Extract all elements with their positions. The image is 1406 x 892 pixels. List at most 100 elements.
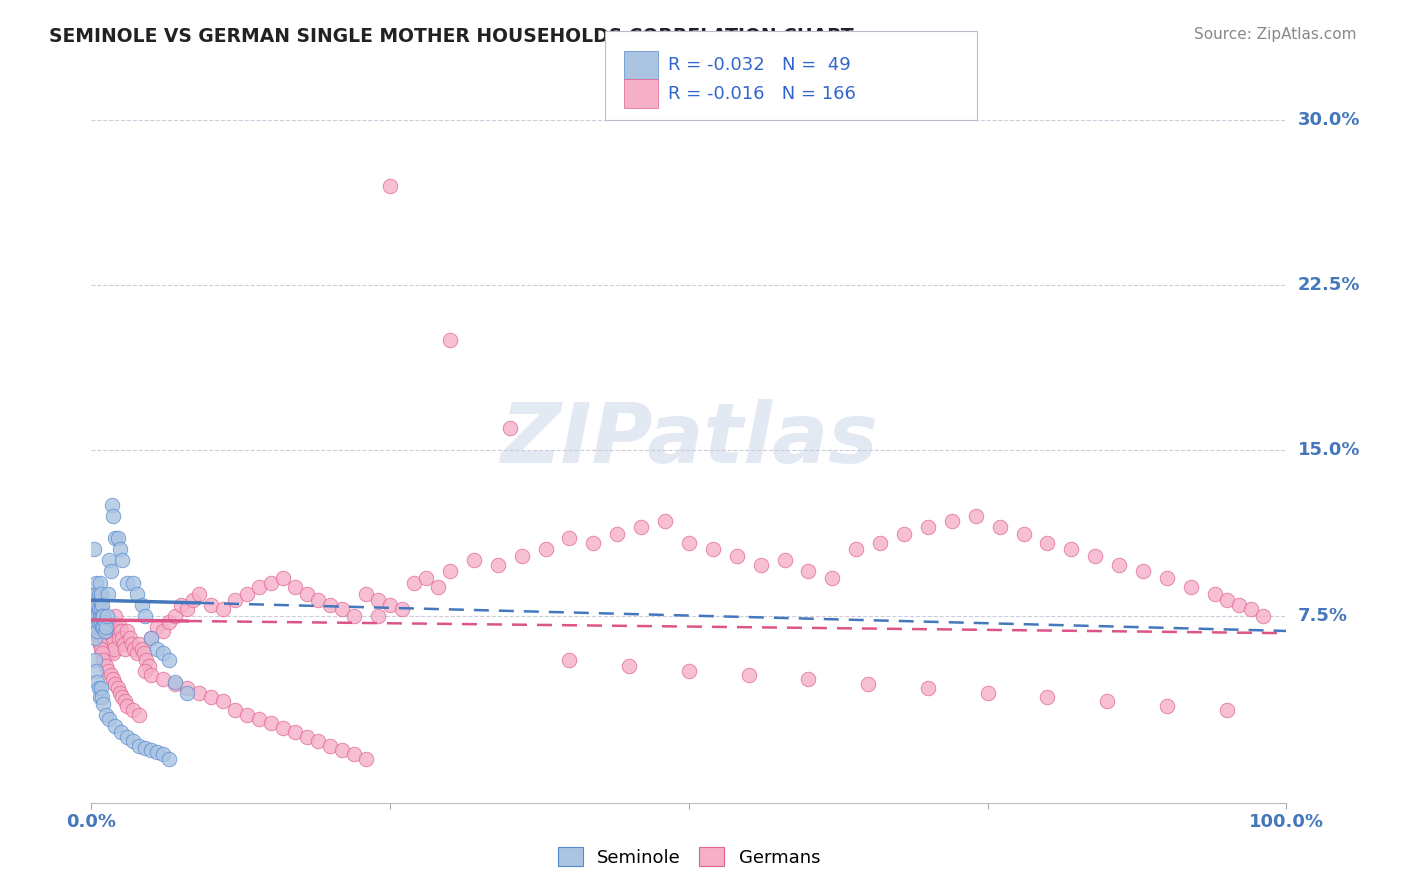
Point [1132, 565, 1154, 579]
Point [797, 565, 820, 579]
Point [91, 637, 114, 651]
Point [146, 745, 169, 759]
Point [678, 664, 700, 678]
Point [307, 593, 329, 607]
Point [1240, 602, 1263, 616]
Point [965, 509, 987, 524]
Point [84, 608, 107, 623]
Point [630, 520, 652, 534]
Point [87, 615, 110, 629]
Point [93, 619, 114, 633]
Point [98, 553, 121, 567]
Point [122, 734, 145, 748]
Point [84, 593, 107, 607]
Point [332, 602, 354, 616]
Point [247, 580, 270, 594]
Point [152, 646, 174, 660]
Point [108, 686, 131, 700]
Text: 22.5%: 22.5% [1298, 277, 1360, 294]
Text: 15.0%: 15.0% [1298, 442, 1360, 459]
Point [107, 624, 129, 638]
Point [122, 703, 145, 717]
Point [319, 739, 342, 753]
Point [224, 593, 246, 607]
Point [439, 565, 461, 579]
Point [654, 514, 676, 528]
Point [211, 602, 233, 616]
Point [176, 681, 198, 696]
Point [89, 637, 111, 651]
Point [141, 668, 162, 682]
Point [97, 646, 120, 660]
Point [87, 681, 110, 696]
Point [111, 553, 134, 567]
Point [112, 637, 135, 651]
Point [367, 608, 389, 623]
Point [91, 624, 114, 638]
Point [343, 608, 366, 623]
Point [114, 694, 136, 708]
Point [295, 730, 318, 744]
Point [163, 674, 186, 689]
Point [128, 637, 150, 651]
Point [90, 641, 112, 656]
Point [107, 681, 129, 696]
Point [104, 719, 127, 733]
Point [93, 652, 114, 666]
Point [157, 615, 180, 629]
Point [87, 631, 110, 645]
Point [125, 586, 148, 600]
Point [94, 619, 117, 633]
Point [821, 571, 844, 585]
Text: ZIPatlas: ZIPatlas [501, 399, 877, 480]
Point [845, 542, 868, 557]
Point [247, 712, 270, 726]
Point [84, 615, 107, 629]
Point [96, 641, 118, 656]
Point [1215, 703, 1237, 717]
Point [86, 624, 108, 638]
Point [97, 664, 120, 678]
Point [107, 532, 129, 546]
Point [90, 631, 112, 645]
Point [101, 673, 124, 687]
Point [101, 646, 124, 660]
Point [84, 652, 107, 666]
Point [93, 624, 114, 638]
Point [100, 641, 122, 656]
Point [90, 615, 112, 629]
Point [976, 686, 998, 700]
Point [111, 690, 134, 704]
Point [98, 631, 121, 645]
Point [259, 575, 281, 590]
Text: 7.5%: 7.5% [1298, 607, 1347, 624]
Text: R = -0.016   N = 166: R = -0.016 N = 166 [668, 85, 856, 103]
Point [86, 608, 108, 623]
Point [91, 608, 114, 623]
Point [115, 624, 138, 638]
Point [176, 602, 198, 616]
Point [941, 514, 963, 528]
Point [797, 673, 820, 687]
Point [702, 542, 724, 557]
Point [1215, 593, 1237, 607]
Point [87, 631, 110, 645]
Point [1036, 690, 1059, 704]
Point [111, 631, 134, 645]
Point [235, 586, 259, 600]
Point [125, 646, 148, 660]
Point [86, 608, 108, 623]
Legend: Seminole, Germans: Seminole, Germans [550, 840, 828, 874]
Point [176, 686, 198, 700]
Point [211, 694, 233, 708]
Point [343, 747, 366, 762]
Point [100, 637, 122, 651]
Point [678, 536, 700, 550]
Point [157, 752, 180, 766]
Point [84, 631, 107, 645]
Point [271, 571, 294, 585]
Point [91, 619, 114, 633]
Point [93, 697, 114, 711]
Point [354, 752, 377, 766]
Point [534, 542, 557, 557]
